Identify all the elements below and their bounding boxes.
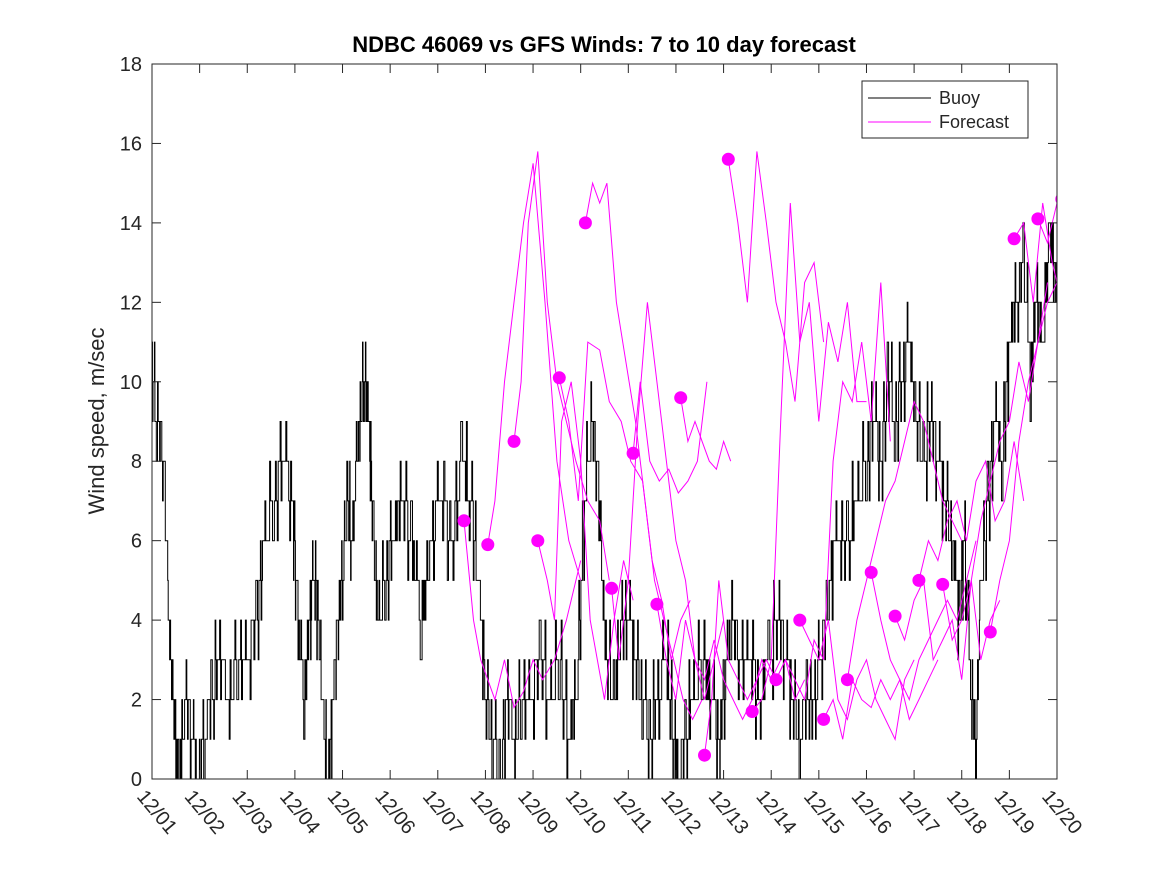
forecast-marker-9 <box>650 597 664 611</box>
forecast-line-18 <box>870 540 977 702</box>
buoy-series <box>152 222 1057 779</box>
y-tick-label: 8 <box>131 451 142 473</box>
forecast-marker-group <box>457 152 1057 762</box>
forecast-line-8 <box>632 381 708 494</box>
legend: Buoy Forecast <box>861 80 1029 139</box>
forecast-line-17 <box>846 400 963 680</box>
y-tick-label: 14 <box>120 213 142 235</box>
y-tick-label: 10 <box>120 372 142 394</box>
legend-label-buoy: Buoy <box>939 88 980 108</box>
forecast-line-23 <box>1013 202 1057 303</box>
legend-label-forecast: Forecast <box>939 112 1009 132</box>
y-tick-label: 18 <box>120 54 142 76</box>
y-tick-label: 12 <box>120 292 142 314</box>
forecast-marker-1 <box>457 514 471 528</box>
forecast-marker-8 <box>626 446 640 460</box>
forecast-line-9 <box>656 604 782 721</box>
y-tick-label: 2 <box>131 690 142 712</box>
y-tick-label: 16 <box>120 133 142 155</box>
legend-box <box>861 80 1029 139</box>
forecast-marker-6 <box>578 216 592 230</box>
forecast-marker-14 <box>769 673 783 687</box>
forecast-series-group <box>463 151 1057 756</box>
forecast-line-20 <box>918 441 1025 581</box>
forecast-line-1 <box>463 520 582 709</box>
forecast-marker-23 <box>1007 232 1021 246</box>
forecast-line-2 <box>487 163 582 581</box>
forecast-line-21 <box>942 282 1048 642</box>
y-axis-label: Wind speed, m/sec <box>84 327 109 514</box>
forecast-line-14 <box>775 282 891 702</box>
forecast-line-24 <box>1037 202 1057 245</box>
forecast-marker-22 <box>983 625 997 639</box>
plot-frame <box>151 63 1058 780</box>
forecast-marker-10 <box>674 391 688 405</box>
forecast-marker-4 <box>531 534 545 548</box>
forecast-line-5 <box>558 341 691 660</box>
axes <box>151 63 1058 780</box>
forecast-line-12 <box>727 151 825 402</box>
forecast-marker-17 <box>840 673 854 687</box>
forecast-marker-15 <box>793 613 807 627</box>
y-ticks: 0 2 4 6 8 10 12 14 16 18 <box>120 54 1057 791</box>
forecast-line-22 <box>989 281 1057 633</box>
chart-title: NDBC 46069 vs GFS Winds: 7 to 10 day for… <box>352 32 856 57</box>
forecast-marker-2 <box>481 538 495 552</box>
forecast-marker-11 <box>698 748 711 762</box>
forecast-marker-24 <box>1031 212 1045 226</box>
y-tick-label: 6 <box>131 531 142 553</box>
forecast-marker-16 <box>817 712 831 726</box>
forecast-marker-5 <box>552 371 566 385</box>
forecast-marker-3 <box>507 434 521 448</box>
y-tick-label: 0 <box>131 769 142 791</box>
forecast-line-7 <box>611 302 725 700</box>
forecast-marker-20 <box>912 573 926 587</box>
forecast-marker-19 <box>888 609 902 623</box>
forecast-marker-7 <box>605 581 619 595</box>
forecast-line-13 <box>751 202 867 712</box>
forecast-line-10 <box>680 397 732 471</box>
forecast-marker-13 <box>745 705 759 718</box>
forecast-marker-21 <box>936 577 950 591</box>
y-tick-label: 4 <box>131 610 142 632</box>
forecast-marker-18 <box>864 565 878 579</box>
forecast-line-15 <box>799 619 915 741</box>
forecast-marker-12 <box>721 152 735 166</box>
forecast-line-19 <box>894 578 1001 680</box>
forecast-line-16 <box>823 659 939 740</box>
forecast-line-11 <box>704 580 806 756</box>
forecast-line-6 <box>584 181 703 721</box>
plot-area <box>152 64 1057 779</box>
buoy-line <box>152 222 1057 779</box>
